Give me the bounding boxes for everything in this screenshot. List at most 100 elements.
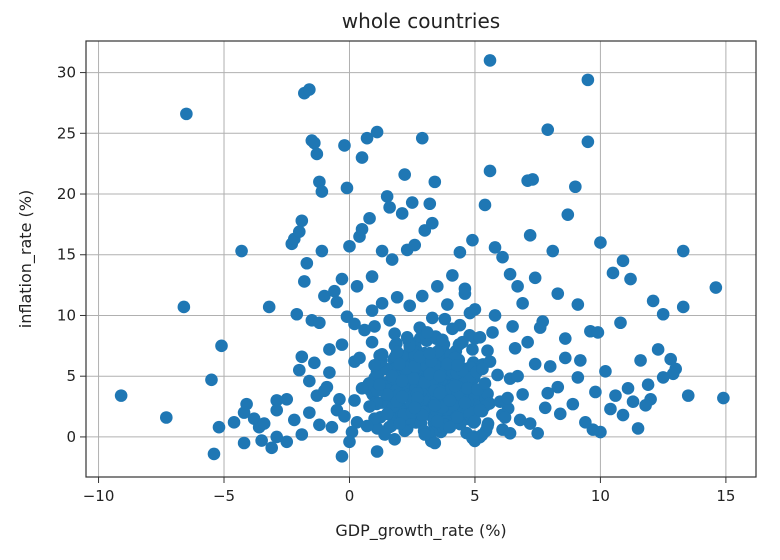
x-tick-label: 15 xyxy=(716,487,735,505)
data-point xyxy=(458,282,472,296)
data-point xyxy=(383,314,396,327)
data-point xyxy=(498,411,512,424)
data-point xyxy=(343,239,356,253)
plot-area-frame xyxy=(85,40,757,478)
data-point xyxy=(298,275,311,288)
data-point xyxy=(423,197,437,211)
data-point xyxy=(403,299,417,313)
data-point xyxy=(415,289,429,303)
data-point xyxy=(423,346,437,360)
data-point xyxy=(709,281,723,294)
data-point xyxy=(375,348,389,361)
y-axis-label: inflation_rate (%) xyxy=(16,190,36,328)
data-point xyxy=(373,378,386,391)
data-point xyxy=(428,175,442,189)
data-point xyxy=(212,420,226,434)
data-point xyxy=(358,323,371,337)
data-point xyxy=(453,246,467,259)
data-point xyxy=(438,312,452,326)
data-point xyxy=(506,320,519,333)
data-point xyxy=(433,386,447,400)
data-point xyxy=(581,135,595,149)
data-point xyxy=(676,300,690,314)
data-point xyxy=(335,272,349,286)
data-point xyxy=(639,399,652,412)
data-point xyxy=(503,267,517,281)
x-tick-label: 5 xyxy=(470,487,480,505)
data-point xyxy=(425,311,439,325)
data-point xyxy=(270,394,284,407)
data-point xyxy=(656,307,670,321)
data-point xyxy=(363,212,376,225)
data-point xyxy=(413,350,427,364)
data-point xyxy=(400,331,414,344)
data-point xyxy=(473,403,487,417)
data-point xyxy=(634,354,647,367)
data-point xyxy=(443,420,457,434)
data-point xyxy=(308,356,321,370)
data-point xyxy=(589,385,602,399)
data-point xyxy=(310,147,324,161)
y-tick-label: 20 xyxy=(57,185,76,203)
data-point xyxy=(363,400,376,413)
data-point xyxy=(468,414,482,428)
data-point xyxy=(458,396,472,410)
data-point xyxy=(318,384,331,398)
data-point xyxy=(295,350,309,364)
data-point xyxy=(355,382,369,395)
data-point xyxy=(538,401,552,415)
data-point xyxy=(343,435,356,449)
data-point xyxy=(385,369,399,383)
data-point xyxy=(488,309,502,322)
data-point xyxy=(571,371,585,384)
data-point xyxy=(240,397,253,411)
data-point xyxy=(325,420,339,434)
data-point xyxy=(388,327,401,340)
data-point xyxy=(287,413,301,427)
data-point xyxy=(390,345,404,359)
data-point xyxy=(551,287,565,300)
data-point xyxy=(681,389,695,402)
data-point xyxy=(395,390,409,404)
data-point xyxy=(579,416,592,429)
data-point xyxy=(508,341,522,355)
data-point xyxy=(496,250,509,264)
data-point xyxy=(571,298,585,311)
data-point xyxy=(488,241,502,254)
data-point xyxy=(528,271,542,285)
data-point xyxy=(393,417,406,430)
data-point xyxy=(380,190,394,203)
data-point xyxy=(415,131,429,145)
data-point xyxy=(353,351,366,365)
data-point xyxy=(335,338,349,351)
data-point xyxy=(360,131,374,145)
data-point xyxy=(433,369,447,383)
data-point xyxy=(418,428,432,441)
data-point xyxy=(368,358,381,372)
data-point xyxy=(431,414,444,428)
y-tick-label: 30 xyxy=(57,64,76,82)
data-point xyxy=(333,392,346,406)
data-point xyxy=(390,290,404,304)
data-point xyxy=(338,409,351,423)
data-point xyxy=(380,388,394,401)
data-point xyxy=(159,411,173,424)
data-point xyxy=(641,378,655,391)
data-point xyxy=(270,403,284,417)
data-point xyxy=(481,344,494,357)
data-point xyxy=(446,269,459,282)
data-point xyxy=(614,316,627,330)
data-point xyxy=(486,326,499,339)
data-point xyxy=(528,357,542,371)
data-point xyxy=(666,367,680,381)
data-point xyxy=(235,244,248,258)
data-point xyxy=(408,360,422,373)
data-point xyxy=(531,426,544,440)
data-point xyxy=(594,236,607,249)
data-point xyxy=(516,388,529,401)
data-point xyxy=(388,433,401,446)
data-point xyxy=(313,316,326,330)
data-point xyxy=(262,300,276,314)
data-point xyxy=(543,360,557,373)
x-axis-ticks: −10 −5 0 5 10 15 xyxy=(83,477,735,505)
